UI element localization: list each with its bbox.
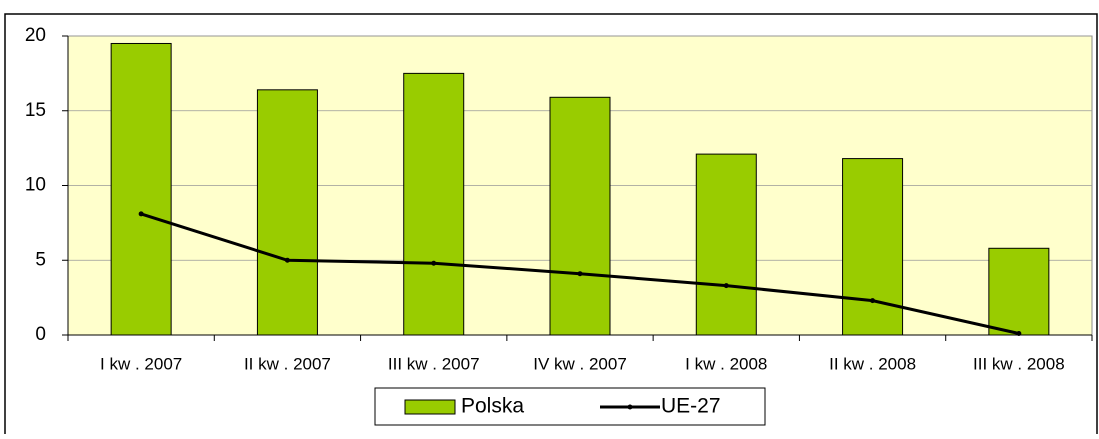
point (284, 257, 290, 263)
legend-swatch (404, 399, 456, 415)
x-tick-label: I kw . 2007 (100, 354, 182, 373)
x-tick-label: I kw . 2008 (685, 354, 767, 373)
marks (110, 42, 1050, 337)
point (138, 211, 144, 217)
bar (549, 96, 611, 336)
bar (110, 42, 172, 336)
point (1016, 331, 1022, 337)
x-tick-label: IV kw . 2007 (533, 354, 627, 373)
point (723, 283, 729, 289)
bar (842, 158, 904, 336)
point (870, 298, 876, 304)
legend-marker (627, 404, 633, 410)
x-tick-label: III kw . 2008 (973, 354, 1065, 373)
bar (403, 72, 465, 336)
bar (256, 89, 318, 336)
y-tick-label: 5 (35, 249, 46, 270)
y-tick-label: 10 (25, 175, 46, 196)
point (431, 260, 437, 266)
y-tick-label: 20 (25, 25, 46, 46)
x-tick-label: II kw . 2008 (829, 354, 916, 373)
point (577, 271, 583, 277)
y-tick-label: 0 (35, 324, 46, 345)
legend-label: Polska (461, 395, 524, 418)
x-tick-label: II kw . 2007 (244, 354, 331, 373)
x-tick-label: III kw . 2007 (388, 354, 480, 373)
legend-label: UE-27 (661, 395, 721, 418)
y-tick-label: 15 (25, 100, 46, 121)
bar (695, 153, 757, 336)
bar (988, 247, 1050, 336)
